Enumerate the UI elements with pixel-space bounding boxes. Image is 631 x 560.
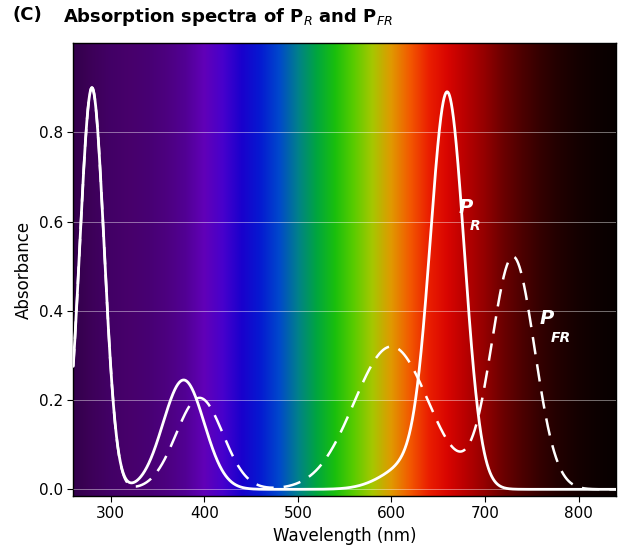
Y-axis label: Absorbance: Absorbance <box>15 221 33 319</box>
Text: Absorption spectra of P$_R$ and P$_{FR}$: Absorption spectra of P$_R$ and P$_{FR}$ <box>63 6 393 27</box>
Text: (C): (C) <box>13 6 42 24</box>
X-axis label: Wavelength (nm): Wavelength (nm) <box>273 527 416 545</box>
Text: R: R <box>470 220 481 234</box>
Text: P: P <box>540 309 553 328</box>
Text: P: P <box>459 198 473 217</box>
Text: FR: FR <box>550 331 570 345</box>
